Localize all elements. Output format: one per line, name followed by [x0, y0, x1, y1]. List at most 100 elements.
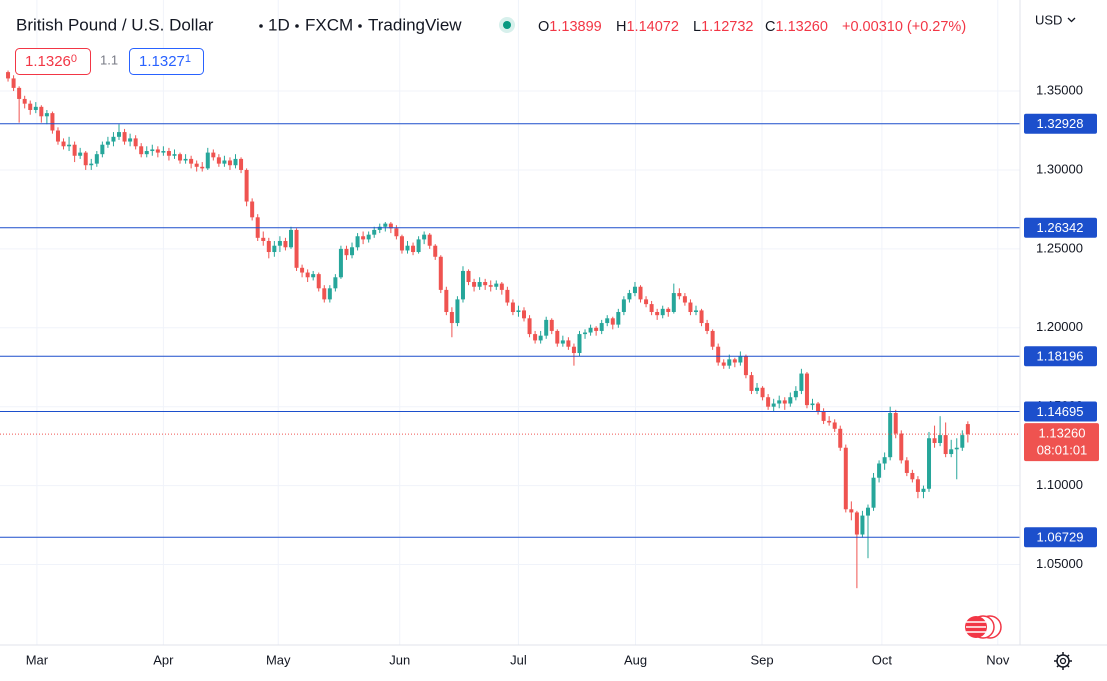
candle-body	[494, 283, 499, 287]
x-tick-label: Jul	[510, 652, 527, 667]
level-label: 1.18196	[1037, 349, 1084, 364]
candle-body	[33, 106, 38, 110]
candle-body	[544, 319, 549, 336]
candle-body	[921, 488, 926, 492]
candle-body	[455, 299, 460, 324]
candle-body	[527, 318, 532, 335]
candle-body	[427, 234, 432, 246]
legend-value: 1.12732	[701, 19, 753, 35]
candle-body	[893, 413, 898, 434]
candle-body	[55, 130, 60, 142]
candle-body	[361, 236, 366, 240]
interval[interactable]: 1D	[268, 15, 290, 34]
candle-body	[799, 373, 804, 391]
countdown: 08:01:01	[1037, 443, 1088, 458]
candle-body	[560, 340, 565, 344]
candle-body	[250, 201, 255, 218]
candle-body	[860, 515, 865, 535]
candle-body	[300, 267, 305, 273]
candle-body	[178, 154, 183, 161]
flag-stripes	[966, 621, 986, 633]
level-label-box	[1024, 401, 1097, 422]
sell-button[interactable]	[15, 48, 91, 75]
legend-item: H1.14072	[616, 19, 679, 35]
events-icon[interactable]	[965, 615, 1002, 639]
candle-body	[311, 274, 316, 278]
candle-body	[117, 132, 122, 137]
source: TradingView	[368, 15, 462, 34]
candle-body	[6, 72, 11, 79]
change: +0.00310 (+0.27%)	[842, 19, 966, 35]
candle-body	[411, 245, 416, 253]
candle-body	[416, 239, 421, 253]
candle-body	[766, 397, 771, 407]
candle-body	[616, 311, 621, 325]
status-dot	[503, 21, 511, 29]
level-label-box	[1024, 113, 1097, 134]
candle-body	[166, 151, 171, 156]
y-tick-label: 1.10000	[1036, 477, 1083, 492]
candle-body	[222, 160, 227, 164]
x-tick-label: Oct	[872, 652, 893, 667]
candle-body	[344, 248, 349, 256]
buy-button[interactable]	[129, 48, 204, 75]
candle-body	[832, 422, 837, 429]
candle-body	[571, 346, 576, 354]
candle-body	[749, 375, 754, 391]
candle-body	[927, 438, 932, 489]
candle-body	[594, 327, 599, 331]
candle-body	[78, 152, 83, 156]
candle-body	[882, 457, 887, 464]
candle-body	[50, 113, 55, 131]
legend-key: L	[693, 19, 701, 35]
candle-body	[28, 103, 33, 110]
candle-body	[383, 223, 388, 227]
candle-body	[621, 299, 626, 312]
candle-body	[277, 240, 282, 246]
candle-body	[522, 310, 527, 319]
candle-body	[644, 299, 649, 305]
candle-body	[843, 447, 848, 510]
settings-icon[interactable]	[1054, 652, 1072, 670]
candle-body	[466, 270, 471, 283]
candle-body	[105, 141, 110, 145]
candle-body	[605, 318, 610, 324]
currency[interactable]: USD	[1035, 12, 1062, 27]
candle-body	[655, 311, 660, 316]
last-price-box	[1024, 423, 1099, 462]
candle-body	[732, 359, 737, 363]
candle-body	[788, 397, 793, 404]
candle-body	[89, 163, 94, 166]
symbol: British Pound / U.S. Dollar	[16, 15, 214, 34]
candle-body	[666, 308, 671, 312]
candle-body	[155, 149, 160, 153]
candle-body	[699, 310, 704, 324]
x-tick-label: Mar	[26, 652, 49, 667]
candle-body	[472, 282, 477, 287]
sell-pip: 0	[71, 53, 77, 65]
candle-body	[444, 289, 449, 312]
exchange: FXCM	[305, 15, 353, 34]
candle-body	[388, 223, 393, 229]
candle-body	[610, 318, 615, 325]
candle-body	[949, 449, 954, 455]
candle-body	[205, 152, 210, 169]
candle-body	[510, 302, 515, 312]
candle-body	[743, 356, 748, 376]
candle-body	[555, 330, 560, 344]
x-tick-label: May	[266, 652, 291, 667]
candle-body	[688, 302, 693, 312]
candle-body	[849, 509, 854, 513]
candle-body	[488, 285, 493, 287]
candle-body	[871, 477, 876, 508]
candle-body	[433, 245, 438, 257]
candle-body	[716, 346, 721, 363]
candle-body	[244, 169, 249, 202]
candle-body	[499, 283, 504, 290]
candle-body	[17, 87, 22, 99]
spread: 1.1	[100, 52, 118, 67]
sell-main: 1.1326	[25, 53, 71, 70]
candle-body	[333, 277, 338, 289]
x-tick-label: Jun	[389, 652, 410, 667]
